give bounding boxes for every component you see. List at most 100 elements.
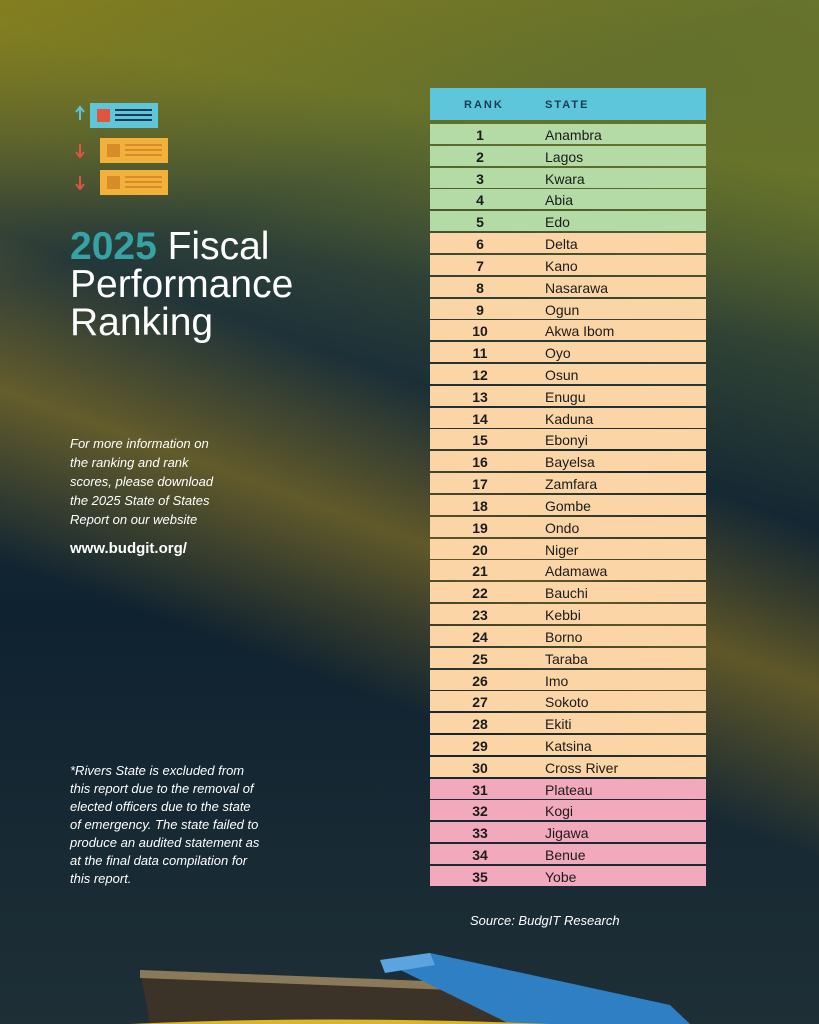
- rank-cell: 14: [472, 410, 488, 427]
- rank-cell: 31: [472, 781, 488, 798]
- state-cell: Borno: [545, 628, 583, 645]
- rank-cell: 28: [472, 716, 488, 733]
- state-cell: Lagos: [545, 148, 584, 165]
- state-cell: Osun: [545, 367, 579, 384]
- rank-cell: 22: [472, 585, 488, 602]
- table-header: RANK STATE: [430, 88, 706, 120]
- state-cell: Kano: [545, 257, 578, 274]
- table-row: 24 Borno: [430, 625, 706, 646]
- table-row: 13 Enugu: [430, 385, 706, 406]
- title-line: Performance: [70, 263, 294, 306]
- rank-cell: 12: [472, 367, 488, 384]
- state-cell: Abia: [545, 192, 574, 209]
- rank-cell: 3: [476, 170, 484, 187]
- table-row: 4 Abia: [430, 189, 706, 210]
- rank-cell: 13: [472, 388, 488, 405]
- train-illustration: [130, 953, 690, 1024]
- rank-cell: 33: [472, 825, 488, 842]
- rank-cell: 27: [472, 694, 488, 711]
- table-row: 18 Gombe: [430, 494, 706, 515]
- info-line: For more information on: [70, 436, 209, 451]
- state-cell: Ekiti: [545, 716, 572, 733]
- rank-cell: 29: [472, 737, 488, 754]
- table-row: 12 Osun: [430, 364, 706, 385]
- state-cell: Oyo: [545, 345, 571, 362]
- state-cell: Zamfara: [545, 476, 598, 493]
- header-rank: RANK: [464, 99, 504, 111]
- state-cell: Kwara: [545, 170, 585, 187]
- table-row: 14 Kaduna: [430, 407, 706, 428]
- table-row: 11 Oyo: [430, 342, 706, 363]
- table-row: 1 Anambra: [430, 124, 706, 144]
- note-line: this report.: [70, 871, 132, 886]
- table-row: 10 Akwa Ibom: [430, 320, 706, 341]
- rank-cell: 17: [472, 476, 488, 493]
- table-row: 20 Niger: [430, 538, 706, 559]
- state-cell: Bayelsa: [545, 454, 595, 471]
- state-cell: Akwa Ibom: [545, 323, 615, 340]
- state-cell: Kebbi: [545, 607, 581, 624]
- state-cell: Taraba: [545, 650, 588, 667]
- state-cell: Nasarawa: [545, 279, 609, 296]
- table-row: 16 Bayelsa: [430, 451, 706, 472]
- state-cell: Imo: [545, 672, 569, 689]
- source: Source: BudgIT Research: [470, 913, 620, 928]
- rank-cell: 16: [472, 454, 488, 471]
- rank-cell: 15: [472, 432, 488, 449]
- info-line: the 2025 State of States: [70, 493, 210, 508]
- note-line: produce an audited statement as: [70, 835, 260, 850]
- table-row: 8 Nasarawa: [430, 276, 706, 297]
- note-line: of emergency. The state failed to: [70, 817, 259, 832]
- table-row: 29 Katsina: [430, 734, 706, 755]
- state-cell: Niger: [545, 541, 579, 558]
- state-cell: Plateau: [545, 781, 593, 798]
- website[interactable]: www.budgit.org/: [70, 540, 187, 557]
- title-line: Ranking: [70, 301, 214, 344]
- table-row: 5 Edo: [430, 211, 706, 232]
- note-line: this report due to the removal of: [70, 781, 254, 796]
- state-cell: Ogun: [545, 301, 580, 318]
- rank-cell: 11: [472, 345, 488, 362]
- table-row: 32 Kogi: [430, 800, 706, 821]
- info-line: scores, please download: [70, 474, 214, 489]
- rank-cell: 30: [472, 759, 488, 776]
- table-row: 23 Kebbi: [430, 604, 706, 625]
- table-row: 25 Taraba: [430, 647, 706, 668]
- rank-cell: 19: [472, 519, 488, 536]
- state-cell: Delta: [545, 236, 578, 253]
- info-line: the ranking and rank: [70, 455, 189, 470]
- rank-cell: 8: [476, 279, 484, 296]
- rank-cell: 20: [472, 541, 488, 558]
- rank-cell: 32: [472, 803, 488, 820]
- table-row: 28 Ekiti: [430, 713, 706, 734]
- rank-cell: 9: [476, 301, 484, 318]
- table-row: 2 Lagos: [430, 145, 706, 166]
- rank-cell: 6: [476, 236, 484, 253]
- table-row: 33 Jigawa: [430, 822, 706, 843]
- state-cell: Jigawa: [545, 825, 589, 842]
- state-cell: Sokoto: [545, 694, 589, 711]
- rank-cell: 24: [472, 628, 488, 645]
- title-year: 2025: [70, 225, 157, 268]
- state-cell: Katsina: [545, 737, 592, 754]
- note-line: at the final data compilation for: [70, 853, 248, 868]
- state-cell: Bauchi: [545, 585, 588, 602]
- table-row: 30 Cross River: [430, 756, 706, 777]
- rank-cell: 18: [472, 497, 488, 514]
- table-row: 27 Sokoto: [430, 691, 706, 712]
- state-cell: Enugu: [545, 388, 586, 405]
- rank-cell: 25: [472, 650, 488, 667]
- info-text: For more information on the ranking and r…: [70, 434, 213, 529]
- state-cell: Adamawa: [545, 563, 608, 580]
- title: 2025 Fiscal Performance Ranking: [70, 225, 294, 344]
- table-row: 26 Imo: [430, 669, 706, 690]
- rank-cell: 5: [476, 214, 484, 231]
- table-row: 35 Yobe: [430, 865, 706, 886]
- rank-cell: 35: [472, 868, 488, 885]
- table-row: 15 Ebonyi: [430, 429, 706, 450]
- table-row: 22 Bauchi: [430, 582, 706, 603]
- rank-cell: 7: [476, 257, 484, 274]
- rank-cell: 21: [472, 563, 488, 580]
- title-line: Fiscal: [167, 225, 270, 268]
